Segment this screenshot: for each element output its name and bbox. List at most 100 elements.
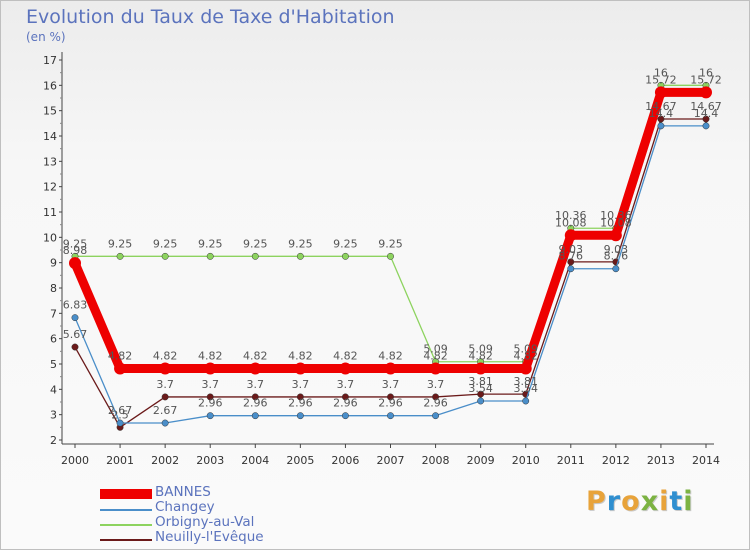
data-label: 8.98: [63, 244, 88, 257]
data-label: 8.76: [559, 250, 584, 263]
data-label: 14.4: [649, 107, 674, 120]
data-label: 3.7: [156, 378, 174, 391]
data-label: 14.67: [690, 100, 722, 113]
data-point: [477, 390, 485, 398]
data-label: 4.82: [243, 350, 268, 363]
data-label: 4.82: [378, 350, 403, 363]
y-tick-label: 7: [50, 307, 57, 320]
data-point: [296, 412, 304, 420]
data-point: [161, 419, 169, 427]
y-tick-label: 12: [43, 181, 57, 194]
data-point: [296, 252, 304, 260]
legend-swatch: [100, 539, 152, 541]
data-point: [161, 393, 169, 401]
data-label: 4.82: [108, 350, 133, 363]
data-point: [477, 397, 485, 405]
y-tick-label: 14: [43, 130, 57, 143]
legend-swatch: [100, 489, 152, 499]
data-point: [251, 393, 259, 401]
data-label: 3.7: [427, 378, 445, 391]
data-point: [700, 86, 712, 99]
data-point: [206, 393, 214, 401]
data-point: [702, 115, 710, 123]
data-point: [116, 419, 124, 427]
legend-label: Neuilly-l'Evêque: [155, 529, 264, 545]
data-label: 14.67: [645, 100, 677, 113]
data-label: 2.96: [198, 397, 223, 410]
data-point: [341, 393, 349, 401]
data-label: 2.96: [288, 397, 313, 410]
data-label: 16: [699, 66, 713, 79]
data-label: 8.76: [604, 250, 629, 263]
x-tick-label: 2002: [151, 454, 179, 467]
data-label: 4.82: [153, 350, 178, 363]
data-label: 3.7: [337, 378, 355, 391]
data-point: [474, 362, 487, 375]
data-point: [206, 252, 214, 260]
y-tick-label: 11: [43, 206, 57, 219]
data-point: [69, 257, 81, 270]
data-point: [204, 362, 217, 375]
data-label: 16: [654, 66, 668, 79]
data-label: 2.96: [243, 397, 268, 410]
data-label: 3.7: [382, 378, 400, 391]
data-label: 4.82: [288, 350, 313, 363]
data-point: [609, 229, 622, 242]
data-label: 3.7: [201, 378, 219, 391]
data-point: [657, 115, 665, 123]
x-tick-label: 2013: [647, 454, 675, 467]
data-label: 9.03: [559, 243, 584, 256]
data-label: 15.72: [645, 73, 677, 86]
legend-label: BANNES: [155, 484, 211, 500]
y-tick-label: 5: [50, 358, 57, 371]
data-label: 2.5: [111, 408, 129, 421]
data-label: 14.4: [694, 107, 719, 120]
data-point: [251, 412, 259, 420]
x-tick-label: 2000: [61, 454, 89, 467]
x-tick-label: 2003: [196, 454, 224, 467]
data-point: [339, 362, 352, 375]
data-point: [519, 362, 532, 375]
y-tick-label: 4: [50, 383, 57, 396]
x-tick-label: 2008: [422, 454, 450, 467]
x-tick-label: 2006: [331, 454, 359, 467]
data-label: 2.67: [153, 404, 178, 417]
data-label: 3.81: [468, 375, 493, 388]
data-label: 9.25: [378, 237, 403, 250]
x-tick-label: 2005: [286, 454, 314, 467]
data-point: [159, 362, 172, 375]
data-point: [116, 252, 124, 260]
data-point: [114, 362, 127, 375]
data-point: [251, 252, 259, 260]
data-point: [432, 393, 440, 401]
legend-label: Orbigny-au-Val: [155, 514, 255, 530]
x-tick-label: 2009: [467, 454, 495, 467]
legend-swatch: [100, 509, 152, 511]
data-point: [387, 252, 394, 260]
data-label: 5.09: [423, 343, 448, 356]
data-label: 10.36: [600, 209, 632, 222]
data-label: 15.72: [690, 73, 722, 86]
x-tick-label: 2012: [602, 454, 630, 467]
data-point: [429, 362, 442, 375]
data-point: [654, 86, 667, 99]
data-label: 9.25: [198, 237, 223, 250]
data-point: [567, 265, 575, 273]
data-label: 9.25: [333, 237, 358, 250]
data-point: [564, 229, 577, 242]
data-point: [522, 397, 530, 405]
data-point: [387, 393, 394, 401]
data-point: [341, 412, 349, 420]
data-label: 5.09: [468, 343, 493, 356]
y-tick-label: 9: [50, 257, 57, 270]
data-label: 2.96: [333, 397, 358, 410]
data-label: 4.82: [198, 350, 223, 363]
data-label: 9.25: [288, 237, 313, 250]
data-point: [71, 314, 79, 322]
data-point: [612, 265, 620, 273]
data-label: 9.25: [243, 237, 268, 250]
data-label: 9.25: [153, 237, 178, 250]
data-label: 9.25: [63, 237, 88, 250]
legend-swatch: [100, 524, 152, 526]
x-tick-label: 2010: [512, 454, 540, 467]
